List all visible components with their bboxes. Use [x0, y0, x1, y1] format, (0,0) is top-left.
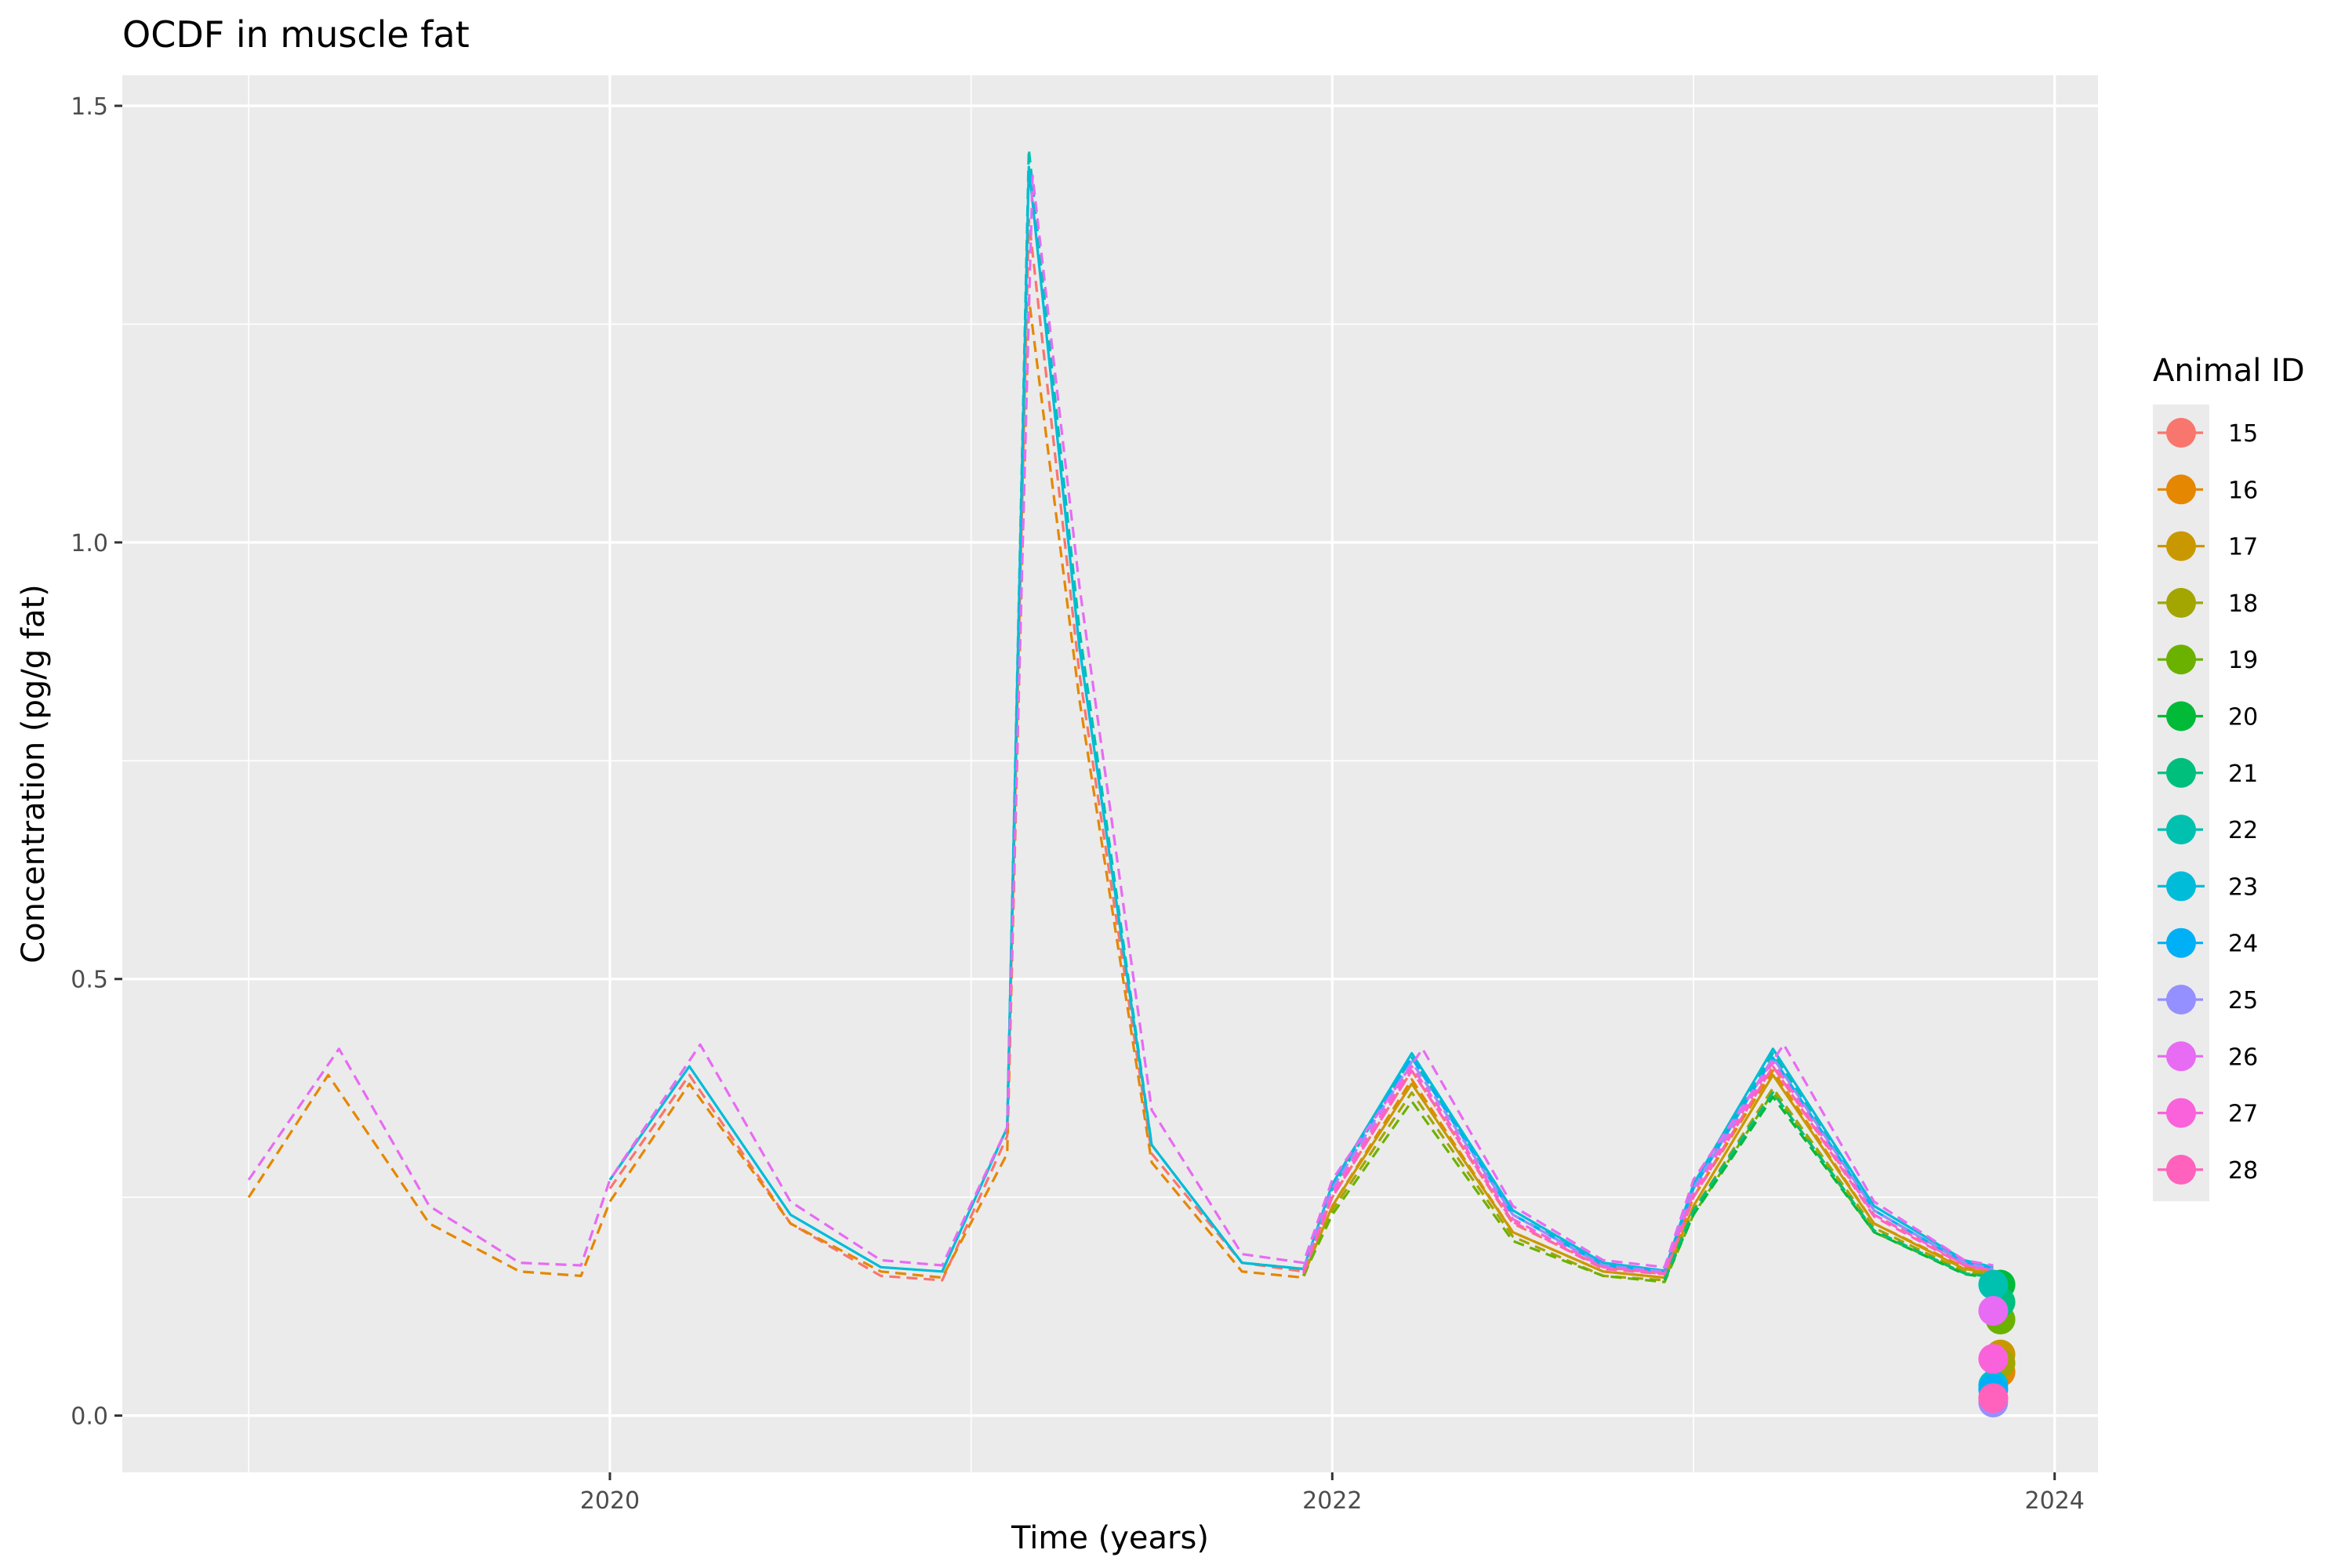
- points-layer: [1978, 1269, 2016, 1417]
- legend-key-point-23: [2166, 871, 2196, 902]
- y-axis: 0.0 0.5 1.0 1.5: [71, 93, 122, 1431]
- legend-label-27: 27: [2228, 1101, 2258, 1128]
- legend-label-20: 20: [2228, 704, 2258, 731]
- legend-key-point-20: [2166, 701, 2196, 731]
- series-line-28: [1302, 1065, 1994, 1276]
- legend-key-point-22: [2166, 815, 2196, 845]
- legend-label-26: 26: [2228, 1044, 2258, 1071]
- y-tick-label: 1.0: [71, 530, 108, 557]
- x-tick-label: 2024: [2025, 1487, 2085, 1515]
- y-tick-label: 0.0: [71, 1403, 108, 1431]
- legend-key-point-21: [2166, 757, 2196, 788]
- data-point-26: [1978, 1295, 2009, 1326]
- x-axis-title: Time (years): [1011, 1520, 1209, 1556]
- legend-key-point-15: [2166, 418, 2196, 448]
- legend-key-point-24: [2166, 927, 2196, 958]
- legend-key-point-25: [2166, 985, 2196, 1014]
- legend-label-28: 28: [2228, 1157, 2258, 1185]
- minor-gridlines: [122, 75, 2098, 1472]
- series-line-25: [1301, 1056, 1994, 1273]
- series-line-22: [941, 148, 1994, 1273]
- legend-label-24: 24: [2228, 931, 2258, 958]
- y-tick-label: 1.5: [71, 93, 108, 121]
- legend-key-point-26: [2166, 1041, 2196, 1072]
- chart-title: OCDF in muscle fat: [122, 13, 470, 56]
- legend-key-point-18: [2166, 587, 2196, 618]
- legend-label-19: 19: [2228, 647, 2258, 674]
- series-line-21: [1663, 1091, 2001, 1280]
- series-line-19: [1302, 1091, 2001, 1283]
- plot-panel: [122, 75, 2098, 1472]
- x-tick-label: 2020: [580, 1487, 640, 1515]
- legend-key-point-28: [2166, 1154, 2196, 1185]
- data-point-28: [1978, 1383, 2009, 1414]
- legend-title: Animal ID: [2153, 353, 2305, 389]
- legend-key-point-19: [2166, 644, 2196, 675]
- legend-key-background: [2153, 405, 2209, 1202]
- legend-label-25: 25: [2228, 987, 2258, 1014]
- legend-label-18: 18: [2228, 590, 2258, 618]
- legend-label-15: 15: [2228, 420, 2258, 448]
- series-line-26: [247, 174, 1994, 1269]
- y-axis-title: Concentration (pg/g fat): [16, 584, 52, 964]
- data-point-27: [1978, 1344, 2009, 1374]
- legend-label-23: 23: [2228, 873, 2258, 901]
- legend: 15 16 17 18 19 20 21 22 23 24 25 26 27 28: [2153, 405, 2258, 1202]
- legend-key-point-27: [2166, 1098, 2196, 1128]
- legend-label-22: 22: [2228, 817, 2258, 844]
- series-line-20: [1663, 1095, 2001, 1281]
- x-tick-label: 2022: [1302, 1487, 1362, 1515]
- legend-label-21: 21: [2228, 760, 2258, 788]
- legend-key-point-16: [2166, 474, 2196, 505]
- y-tick-label: 0.5: [71, 967, 108, 994]
- x-axis: 2020 2022 2024: [580, 1472, 2085, 1515]
- legend-label-16: 16: [2228, 477, 2258, 504]
- legend-label-17: 17: [2228, 534, 2258, 561]
- series-layer: [247, 148, 2001, 1283]
- legend-key-point-17: [2166, 531, 2196, 561]
- major-gridlines: [122, 75, 2098, 1472]
- series-line-27: [1301, 1060, 1994, 1275]
- data-point-22: [1978, 1269, 2009, 1300]
